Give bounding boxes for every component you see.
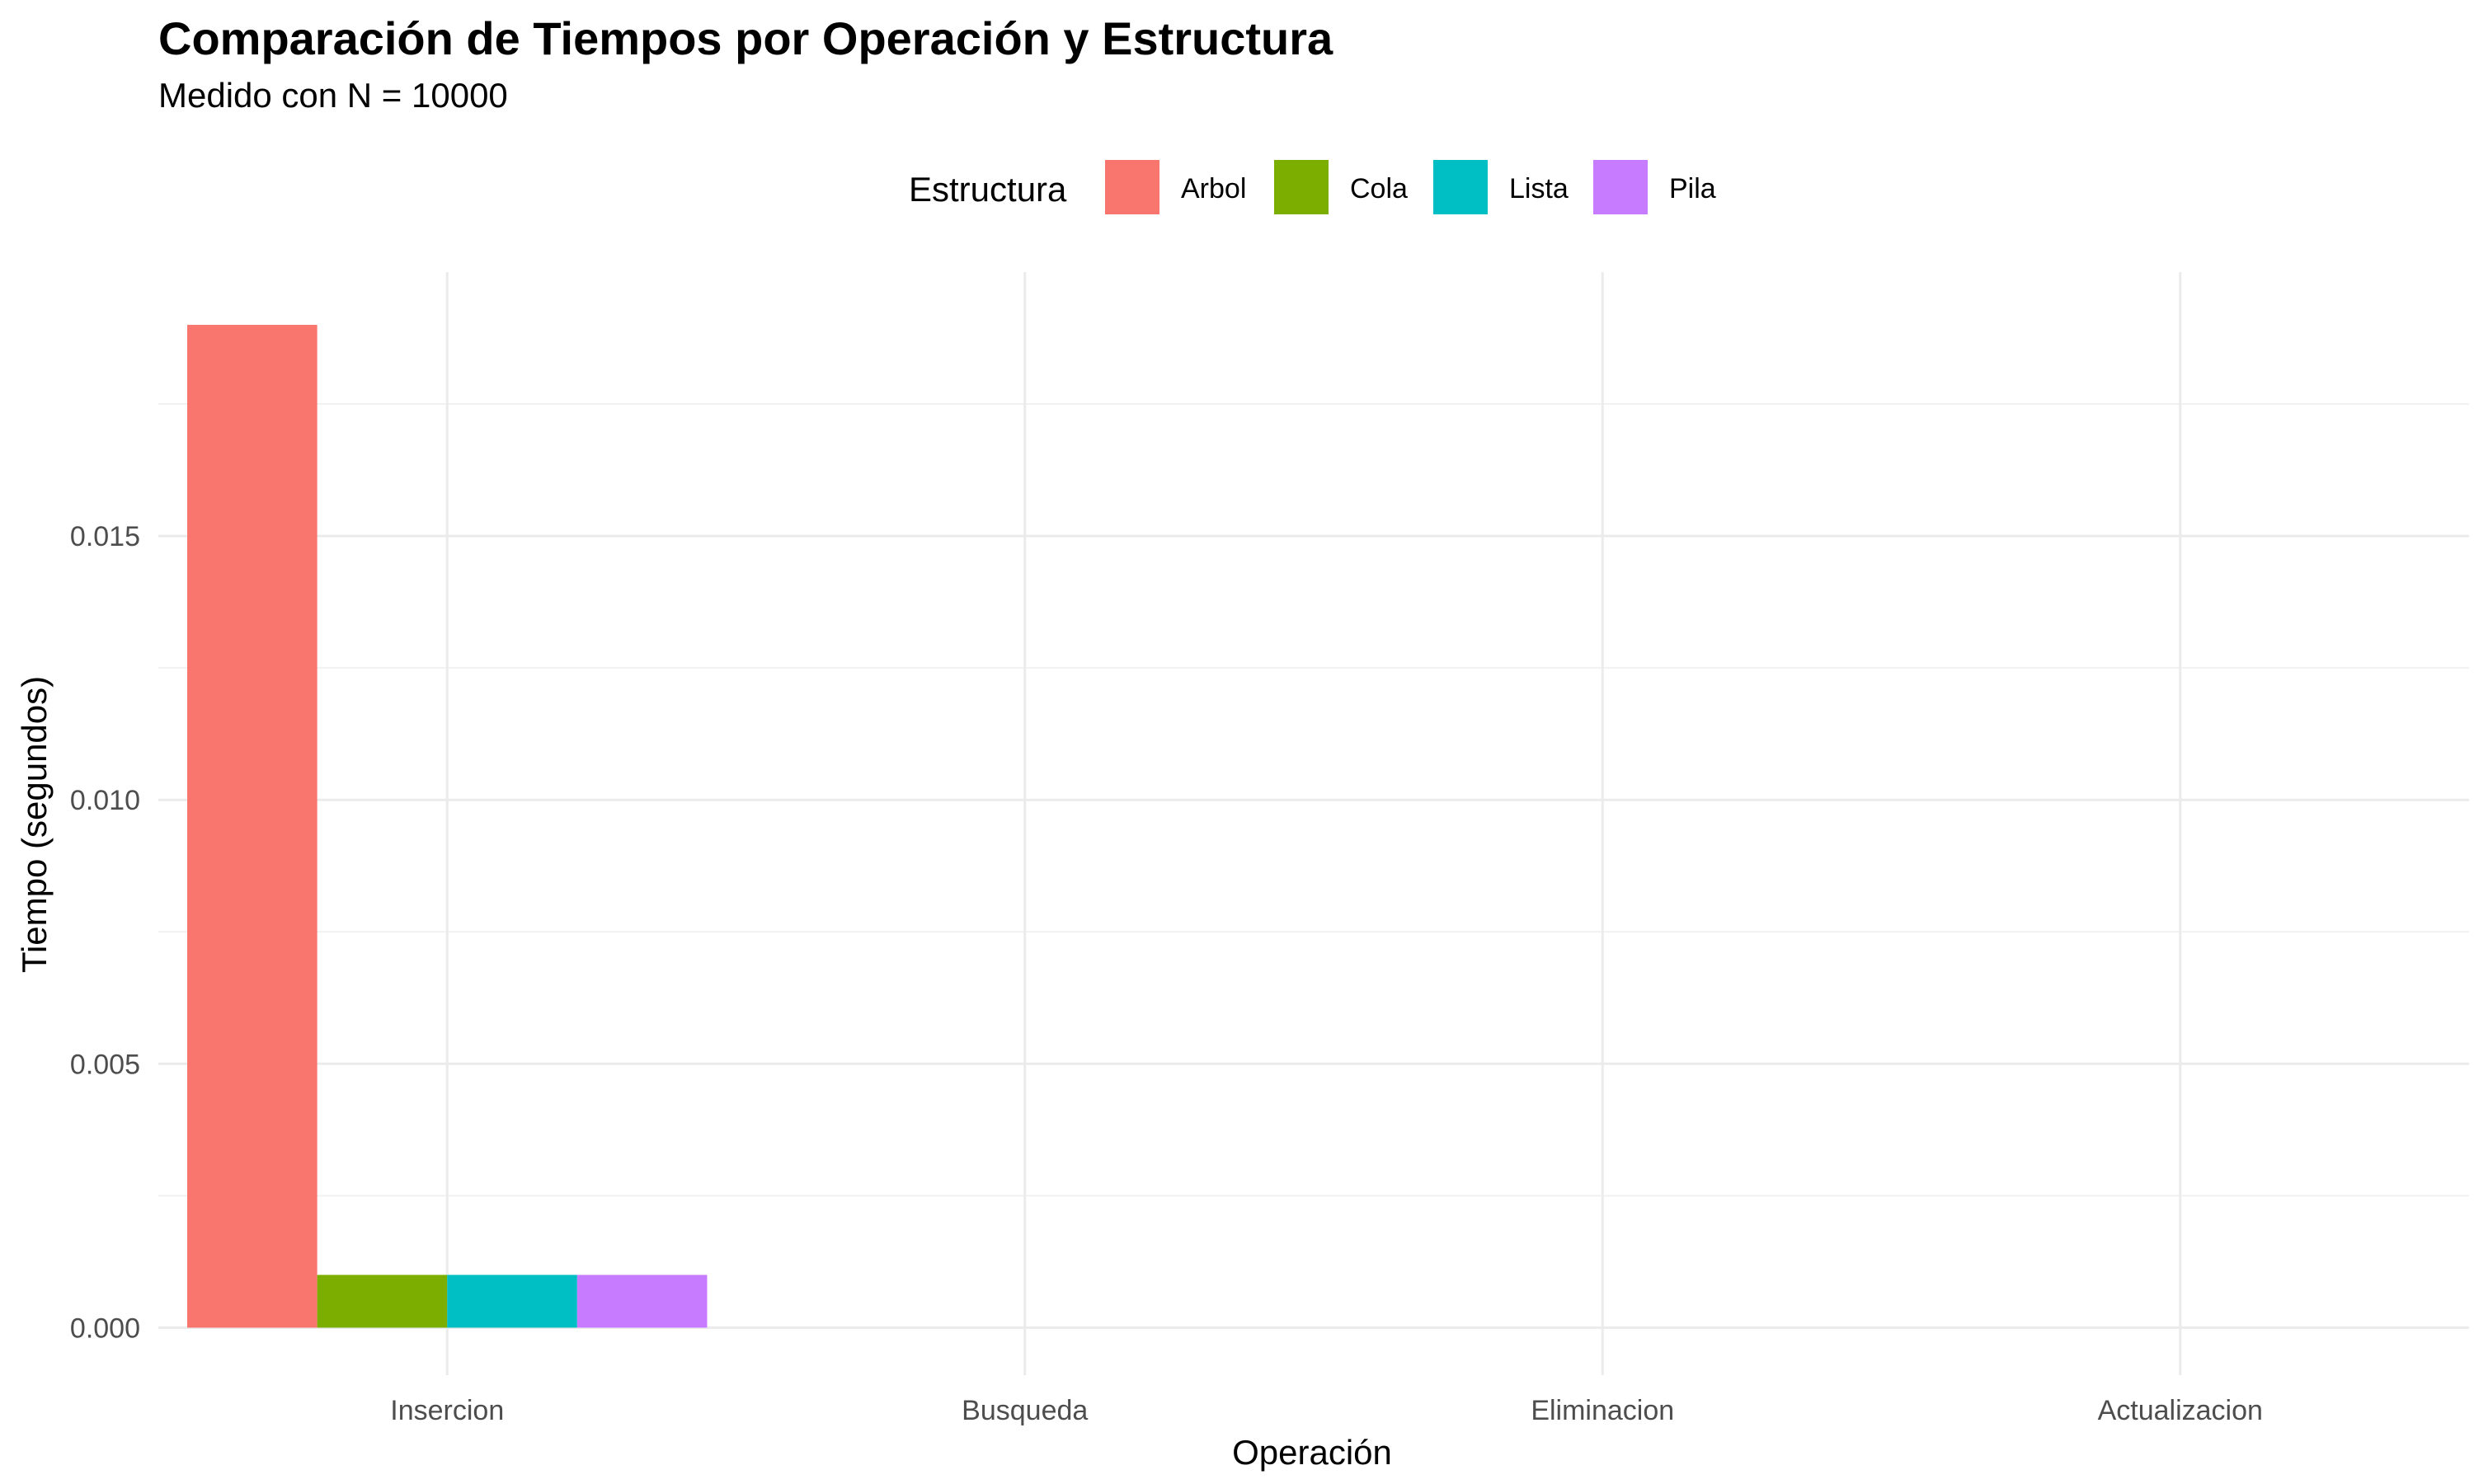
legend-key-cola (1274, 160, 1329, 214)
legend-key-pila (1593, 160, 1648, 214)
legend-key-arbol (1105, 160, 1159, 214)
chart-subtitle: Medido con N = 10000 (158, 76, 508, 115)
bar-pila-insercion (576, 1275, 708, 1328)
chart-title: Comparación de Tiempos por Operación y E… (158, 12, 1333, 64)
legend-label-pila: Pila (1669, 173, 1716, 204)
x-tick-label: Busqueda (962, 1395, 1088, 1426)
y-tick-label: 0.005 (70, 1049, 140, 1080)
legend-label-cola: Cola (1350, 173, 1408, 204)
bar-lista-insercion (447, 1275, 577, 1328)
grid (158, 272, 2469, 1375)
y-axis-ticks: 0.000 0.005 0.010 0.015 (70, 521, 140, 1344)
bar-arbol-insercion (187, 325, 317, 1328)
y-tick-label: 0.015 (70, 521, 140, 552)
y-tick-label: 0.010 (70, 785, 140, 816)
legend-label-lista: Lista (1509, 173, 1569, 204)
x-tick-label: Actualizacion (2098, 1395, 2263, 1426)
x-axis-title: Operación (1232, 1433, 1392, 1472)
x-axis-ticks: Insercion Busqueda Eliminacion Actualizacio… (390, 1395, 2263, 1426)
bar-cola-insercion (317, 1275, 448, 1328)
y-tick-label: 0.000 (70, 1313, 140, 1344)
legend-title: Estructura (909, 170, 1067, 209)
legend-key-lista (1433, 160, 1488, 214)
legend-label-arbol: Arbol (1181, 173, 1246, 204)
bars (187, 325, 708, 1328)
x-tick-label: Eliminacion (1531, 1395, 1674, 1426)
legend: Estructura Arbol Cola Lista Pila (909, 160, 1716, 214)
x-tick-label: Insercion (390, 1395, 504, 1426)
y-axis-title: Tiempo (segundos) (15, 676, 54, 973)
